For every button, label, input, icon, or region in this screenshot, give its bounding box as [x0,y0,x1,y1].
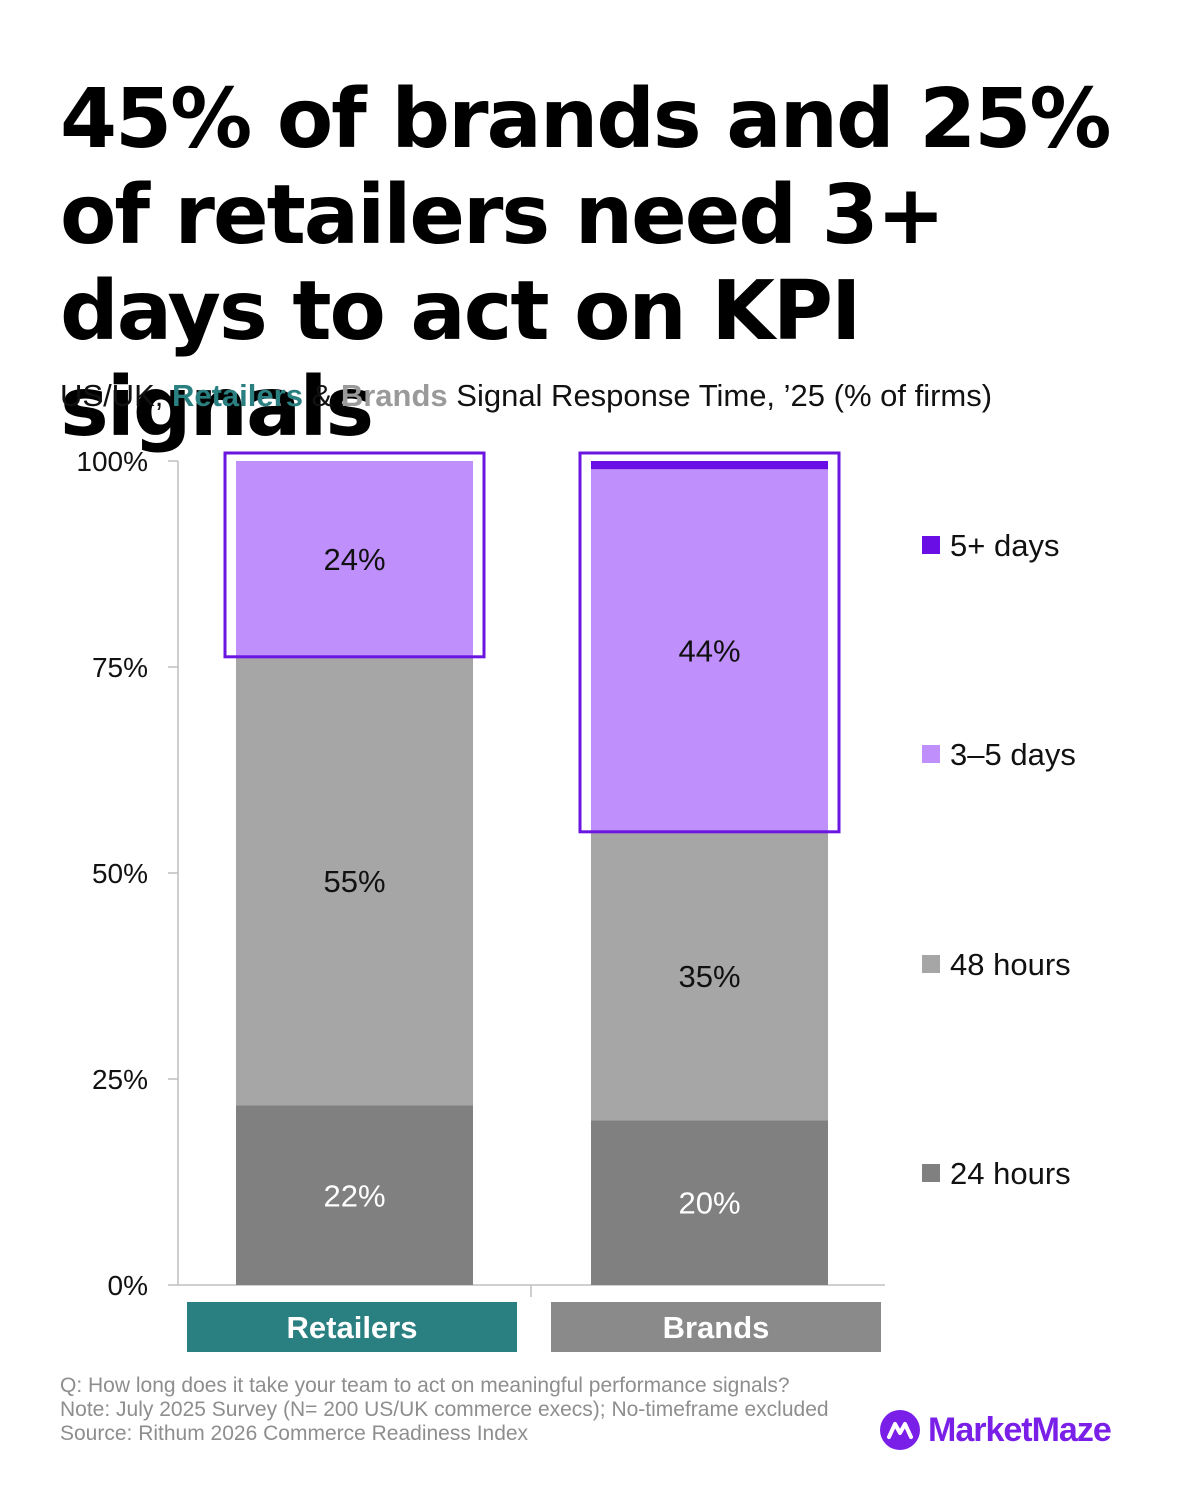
bar-brands-5-days [591,461,828,470]
bar-brands-48-hours [591,831,828,1121]
brand-name: MarketMaze [928,1410,1112,1449]
data-label-retailers-24-hours: 22% [323,1178,385,1213]
subtitle-prefix: US/UK, [60,378,172,413]
subtitle-amp: & [302,378,341,413]
y-tick-label: 25% [92,1064,148,1095]
footnotes: Q: How long does it take your team to ac… [60,1374,829,1446]
y-tick-label: 0% [108,1270,148,1301]
data-label-retailers-3-5-days: 24% [323,542,385,577]
subtitle-retailers: Retailers [171,378,303,413]
subtitle-suffix: Signal Response Time, ’25 (% of firms) [447,378,993,413]
bar-brands-24-hours [591,1120,828,1285]
bar-retailers-3-5-days [236,461,473,657]
legend-swatch-48-hours [922,955,940,973]
y-tick-label: 75% [92,652,148,683]
stacked-bar-chart: 0% 25% 50% 75% 100% 22% 55% 24% Retailers 20% 35% 4… [76,446,1076,1352]
y-tick-label: 50% [92,858,148,889]
legend-swatch-3-5-days [922,745,940,763]
brand-logo: MarketMaze [880,1410,1112,1450]
bar-retailers-48-hours [236,656,473,1106]
legend-label-3-5-days: 3–5 days [950,737,1076,772]
legend-label-48-hours: 48 hours [950,947,1071,982]
footnote-note: Note: July 2025 Survey (N= 200 US/UK com… [60,1398,829,1421]
footnote-source: Source: Rithum 2026 Commerce Readiness I… [60,1422,529,1445]
data-label-retailers-48-hours: 55% [323,864,385,899]
legend-swatch-5-days [922,536,940,554]
footnote-question: Q: How long does it take your team to ac… [60,1374,790,1397]
data-label-brands-24-hours: 20% [678,1186,740,1221]
data-label-brands-3-5-days: 44% [678,634,740,669]
subtitle-brands: Brands [340,378,448,413]
chart-title: 45% of brands and 25% of retailers need … [60,72,1112,455]
y-tick-label: 100% [76,446,148,477]
category-label-brands: Brands [663,1310,770,1345]
category-box-retailers [187,1302,517,1352]
highlight-box-brands [578,451,841,834]
highlight-box-retailers [223,451,486,659]
chart-subtitle: US/UK, Retailers & Brands Signal Respons… [60,378,992,414]
category-label-retailers: Retailers [287,1310,418,1345]
legend-label-24-hours: 24 hours [950,1156,1071,1191]
legend-swatch-24-hours [922,1164,940,1182]
data-label-brands-48-hours: 35% [678,959,740,994]
bar-retailers-24-hours [236,1105,473,1285]
marketmaze-logo-icon [880,1410,920,1450]
category-box-brands [551,1302,881,1352]
bar-brands-3-5-days [591,469,828,832]
legend-label-5-days: 5+ days [950,528,1059,563]
